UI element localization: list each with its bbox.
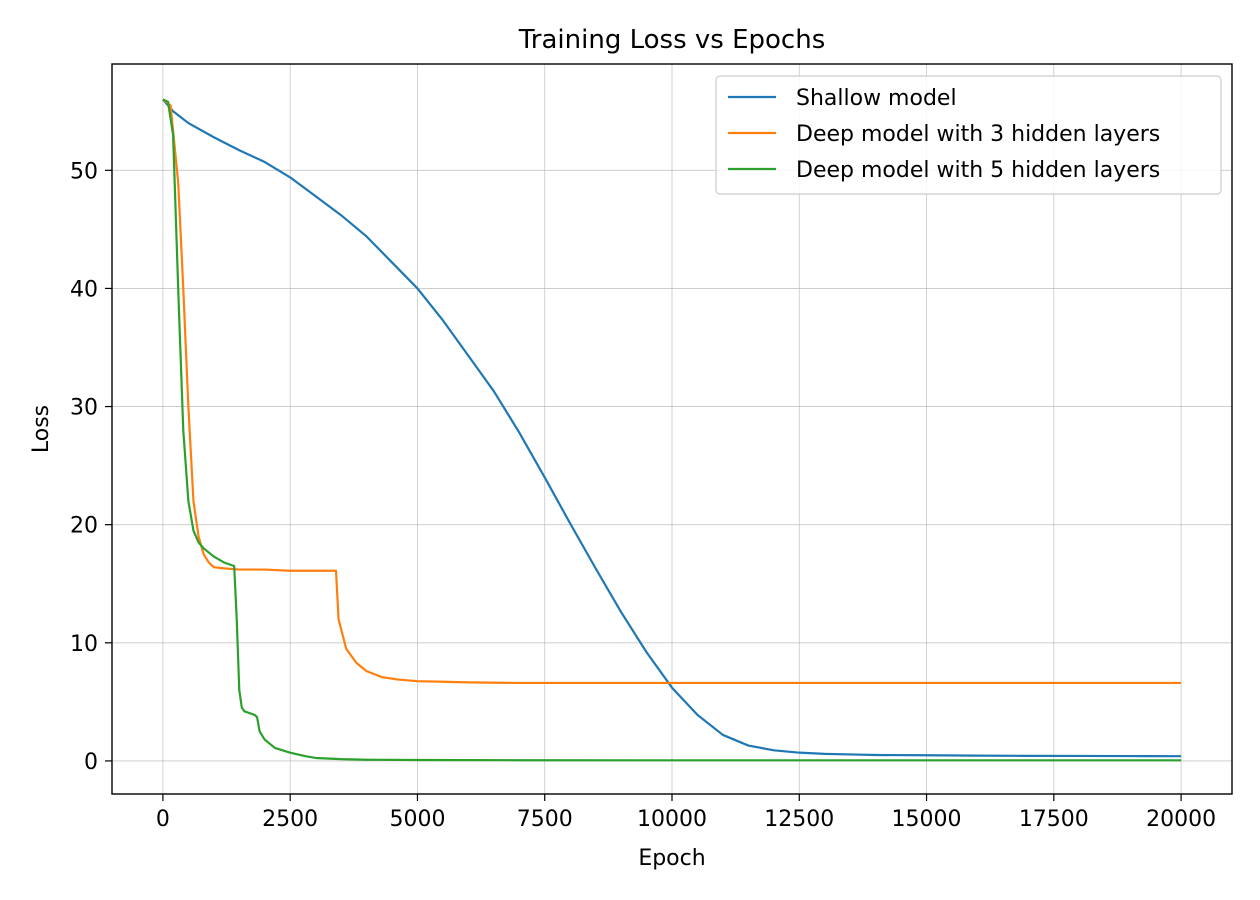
y-tick-label: 40	[70, 277, 98, 302]
x-tick-label: 12500	[764, 807, 834, 832]
y-tick-label: 50	[70, 159, 98, 184]
legend-box	[715, 75, 1222, 195]
x-tick-label: 10000	[637, 807, 707, 832]
x-tick-label: 20000	[1146, 807, 1216, 832]
legend-label-1: Shallow model	[796, 86, 957, 111]
legend-label-3: Deep model with 5 hidden layers	[796, 158, 1160, 183]
series-line-3	[162, 98, 1182, 762]
y-tick-label: 20	[70, 514, 98, 539]
legend-label-2: Deep model with 3 hidden layers	[796, 122, 1160, 147]
y-tick-label: 30	[70, 396, 98, 421]
series-layer	[162, 98, 1182, 762]
x-tick-label: 17500	[1019, 807, 1089, 832]
x-tick-label: 15000	[892, 807, 962, 832]
x-axis-title: Epoch	[638, 846, 705, 871]
x-tick-label: 7500	[517, 807, 573, 832]
series-line-2	[162, 98, 1182, 685]
y-tick-label: 10	[70, 632, 98, 657]
y-tick-label: 0	[84, 750, 98, 775]
legend: Shallow model Deep model with 3 hidden la…	[715, 75, 1222, 195]
y-axis-title: Loss	[29, 405, 54, 453]
chart-title: Training Loss vs Epochs	[518, 25, 826, 55]
x-axis-ticks: 0 2500 5000 7500 10000 12500 15000 17500 20000	[156, 794, 1216, 832]
x-tick-label: 2500	[262, 807, 318, 832]
y-axis-ticks: 0 10 20 30 40 50	[70, 159, 112, 775]
x-tick-label: 0	[156, 807, 170, 832]
x-tick-label: 5000	[389, 807, 445, 832]
series-line-1	[162, 98, 1182, 758]
